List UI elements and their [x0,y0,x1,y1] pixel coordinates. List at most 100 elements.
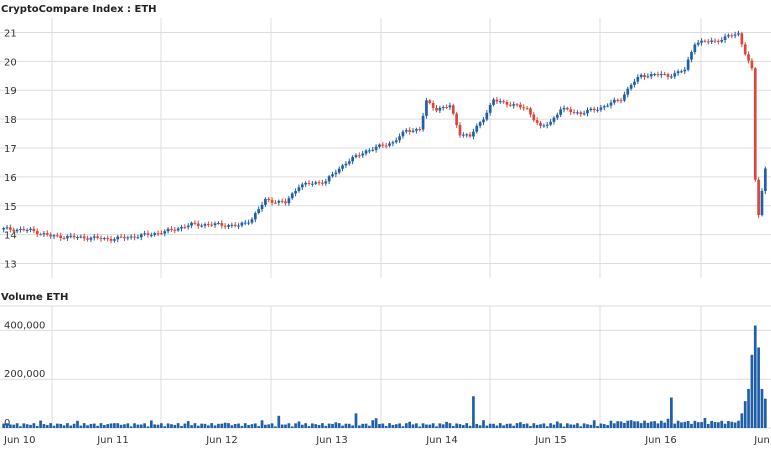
volume-bar [415,423,418,428]
volume-bar [646,422,650,428]
candle-body [109,238,113,241]
candle-body [106,238,110,240]
volume-bar [126,423,130,428]
candle-body [653,74,656,76]
candle-body [290,193,294,199]
volume-bar [42,424,46,428]
volume-bar [173,424,177,428]
candle-body [381,144,385,146]
candle-body [213,223,217,226]
candle-body [146,233,150,235]
candle-body [371,149,375,151]
candle-body [183,227,187,229]
candle-body [616,99,620,101]
volume-bar [220,423,224,428]
candle-body [170,228,173,230]
volume-bar [666,418,670,428]
candle-body [703,40,707,42]
volume-bar [106,424,110,428]
candle-body [139,234,143,238]
volume-bar [592,420,596,428]
volume-bar [9,424,12,428]
volume-bar [102,425,106,428]
candle-body [149,234,153,236]
candle-body [257,209,261,214]
volume-bar [133,423,136,428]
volume-bar [341,425,344,428]
candle-body [408,130,412,132]
candle-body [12,229,16,232]
candle-body [123,236,126,239]
volume-bar [388,423,391,428]
candle-body [297,187,301,192]
candle-body [294,191,297,194]
candle-body [267,198,271,201]
candle-body [62,238,66,240]
candle-body [525,108,529,110]
candle-body [666,74,670,77]
candle-body [52,235,56,237]
candle-body [220,223,224,226]
volume-bar [317,424,321,428]
candle-body [411,130,415,132]
volume-bar [512,425,516,428]
volume-bar [109,423,113,428]
x-tick-label: Jun 13 [315,435,348,446]
candle-body [42,233,46,235]
candle-body [247,222,250,224]
candle-body [233,224,237,227]
candle-body [522,107,526,109]
candle-body [86,238,89,240]
candle-body [455,113,458,126]
volume-bar [327,423,331,428]
candle-body [492,99,495,105]
volume-bar [478,425,482,428]
candle-body [700,40,703,43]
volume-bar [39,420,42,428]
volume-bar [92,423,96,428]
volume-bar [428,424,432,428]
volume-bar [670,397,673,428]
volume-bar [277,415,281,428]
volume-bar [451,426,455,428]
candle-body [364,150,368,154]
candle-body [505,101,509,105]
volume-bar [297,421,301,428]
volume-bar [686,420,690,428]
volume-bar [180,425,183,428]
volume-bar [56,423,59,428]
candle-body [39,234,42,236]
candle-body [153,233,157,235]
volume-bar [673,423,677,428]
candle-body [173,229,177,231]
volume-bar [5,423,9,428]
volume-bar [307,426,311,428]
volume-bar [378,424,381,428]
candle-body [596,109,599,111]
candle-body [649,74,653,77]
candle-body [361,153,365,156]
candle-body [495,99,499,102]
candle-body [253,213,257,220]
candle-body [448,105,452,108]
volume-bar [347,423,351,428]
volume-bar [569,424,573,428]
candle-body [180,227,183,229]
volume-bar [636,421,640,428]
volume-bar [337,423,341,428]
volume-bar [602,424,606,428]
volume-bar [690,423,693,428]
volume-bar [223,422,227,428]
candle-body [680,71,683,73]
candle-body [579,112,583,115]
candle-body [696,42,700,45]
candle-body [730,35,734,37]
volume-bar [498,423,502,428]
candle-body [304,182,307,185]
volume-bar [525,423,529,428]
candle-body [727,35,730,37]
candle-body [334,172,338,175]
volume-bar [760,388,764,428]
volume-bar [639,423,643,428]
